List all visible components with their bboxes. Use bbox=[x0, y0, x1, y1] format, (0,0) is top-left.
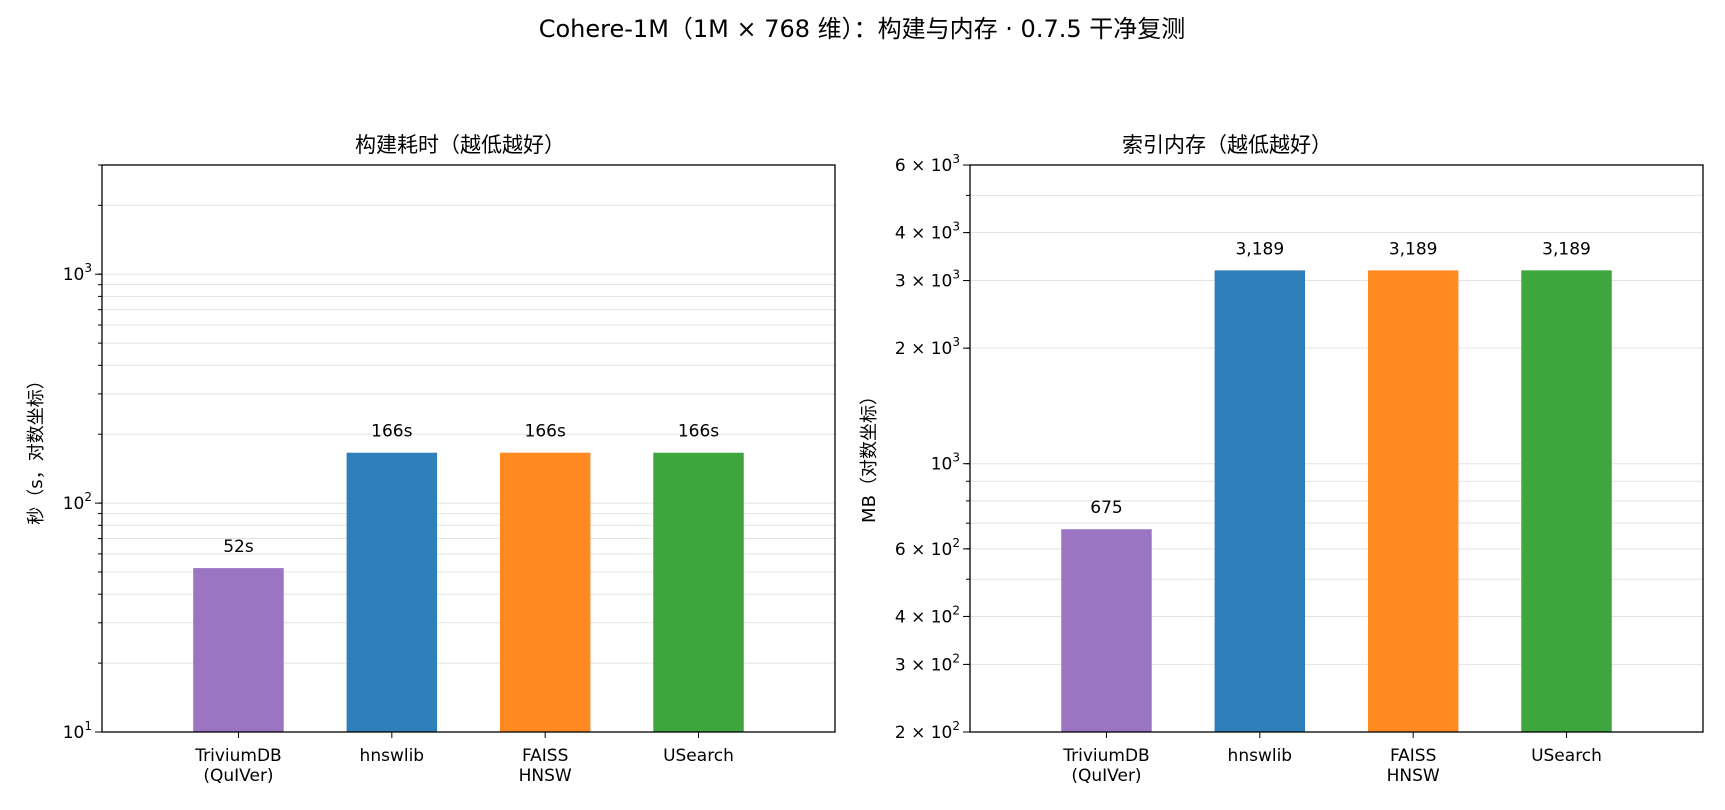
y-tick-exponent: 2 bbox=[952, 536, 960, 550]
y-tick-exponent: 3 bbox=[952, 268, 960, 282]
x-tick-label: FAISS HNSW bbox=[519, 746, 572, 786]
y-tick-exponent: 2 bbox=[952, 719, 960, 733]
y-axis-label: MB（对数坐标） bbox=[859, 387, 880, 523]
y-tick-label: 3 × 102 bbox=[895, 651, 960, 675]
y-tick-base: 2 × 10 bbox=[895, 339, 953, 359]
x-tick-label-line: FAISS bbox=[522, 746, 568, 766]
y-tick-base: 2 × 10 bbox=[895, 723, 953, 743]
y-tick-exponent: 3 bbox=[952, 152, 960, 166]
x-tick-label-line: HNSW bbox=[1387, 766, 1440, 786]
bar bbox=[1061, 529, 1152, 732]
y-tick-label: 2 × 102 bbox=[895, 719, 960, 743]
x-tick-label-line: FAISS bbox=[1390, 746, 1436, 766]
y-tick-label: 6 × 102 bbox=[895, 536, 960, 560]
x-tick-label-line: USearch bbox=[663, 746, 734, 766]
y-tick-base: 10 bbox=[63, 723, 85, 743]
bar bbox=[1521, 270, 1612, 732]
y-tick-exponent: 2 bbox=[952, 603, 960, 617]
y-tick-base: 4 × 10 bbox=[895, 224, 953, 244]
y-tick-label: 4 × 102 bbox=[895, 603, 960, 627]
bar bbox=[1214, 270, 1306, 732]
y-tick-label: 103 bbox=[63, 261, 92, 285]
x-tick-label: TriviumDB (QuIVer) bbox=[194, 746, 281, 786]
x-tick-label-line: (QuIVer) bbox=[1071, 766, 1141, 786]
bar bbox=[193, 568, 284, 732]
x-tick-label: hnswlib bbox=[360, 746, 425, 766]
y-tick-base: 10 bbox=[931, 455, 953, 475]
x-ticks: TriviumDB (QuIVer) hnswlib FAISS HNSW USearch bbox=[194, 732, 734, 786]
bar bbox=[499, 452, 591, 732]
y-tick-base: 10 bbox=[63, 494, 85, 514]
y-tick-label: 102 bbox=[63, 490, 92, 514]
x-tick-label-line: HNSW bbox=[519, 766, 572, 786]
y-tick-exponent: 3 bbox=[952, 335, 960, 349]
y-tick-base: 3 × 10 bbox=[895, 655, 953, 675]
y-tick-label: 103 bbox=[931, 451, 960, 475]
y-tick-base: 3 × 10 bbox=[895, 272, 953, 292]
y-tick-base: 6 × 10 bbox=[895, 540, 953, 560]
data-label: 166s bbox=[678, 422, 719, 442]
y-tick-exponent: 2 bbox=[952, 651, 960, 665]
y-tick-base: 4 × 10 bbox=[895, 607, 953, 627]
bars-layer: 52s 166s 166s 166s bbox=[193, 422, 744, 732]
chart-title: 构建耗时（越低越好） bbox=[355, 133, 565, 157]
x-tick-label-line: USearch bbox=[1531, 746, 1602, 766]
data-label: 3,189 bbox=[1235, 239, 1284, 259]
chart-title: 索引内存（越低越好） bbox=[1122, 133, 1332, 157]
y-tick-label: 6 × 103 bbox=[895, 152, 960, 176]
x-tick-label: USearch bbox=[663, 746, 734, 766]
y-tick-exponent: 2 bbox=[84, 490, 92, 504]
y-tick-base: 10 bbox=[63, 265, 85, 285]
data-label: 52s bbox=[223, 537, 254, 557]
y-tick-exponent: 3 bbox=[952, 451, 960, 465]
data-label: 675 bbox=[1090, 498, 1122, 518]
bars-layer: 675 3,189 3,189 3,189 bbox=[1061, 239, 1612, 732]
plot-frame bbox=[969, 164, 1704, 733]
x-tick-label: hnswlib bbox=[1228, 746, 1293, 766]
x-tick-label-line: (QuIVer) bbox=[203, 766, 273, 786]
y-tick-exponent: 1 bbox=[84, 719, 92, 733]
x-tick-label-line: hnswlib bbox=[360, 746, 425, 766]
data-label: 3,189 bbox=[1542, 239, 1591, 259]
y-axis-label: 秒（s，对数坐标） bbox=[26, 371, 47, 524]
x-tick-label-line: TriviumDB bbox=[1062, 746, 1149, 766]
x-tick-label-line: hnswlib bbox=[1228, 746, 1293, 766]
data-label: 166s bbox=[371, 422, 412, 442]
y-tick-base: 6 × 10 bbox=[895, 156, 953, 176]
data-label: 3,189 bbox=[1389, 239, 1438, 259]
y-tick-label: 101 bbox=[63, 719, 92, 743]
data-label: 166s bbox=[525, 422, 566, 442]
grid-layer bbox=[102, 164, 835, 664]
y-tick-exponent: 3 bbox=[952, 220, 960, 234]
x-tick-label: USearch bbox=[1531, 746, 1602, 766]
x-tick-label: TriviumDB (QuIVer) bbox=[1062, 746, 1149, 786]
figure-title: Cohere-1M（1M × 768 维）：构建与内存 · 0.7.5 干净复测 bbox=[539, 15, 1186, 43]
x-tick-label: FAISS HNSW bbox=[1387, 746, 1440, 786]
y-tick-exponent: 3 bbox=[84, 261, 92, 275]
y-tick-label: 4 × 103 bbox=[895, 220, 960, 244]
x-tick-label-line: TriviumDB bbox=[194, 746, 281, 766]
plot-frame bbox=[101, 164, 836, 733]
bar bbox=[1367, 270, 1459, 732]
bar bbox=[653, 452, 744, 732]
x-ticks: TriviumDB (QuIVer) hnswlib FAISS HNSW USearch bbox=[1062, 732, 1602, 786]
y-tick-label: 2 × 103 bbox=[895, 335, 960, 359]
y-tick-label: 3 × 103 bbox=[895, 268, 960, 292]
bar bbox=[346, 452, 438, 732]
